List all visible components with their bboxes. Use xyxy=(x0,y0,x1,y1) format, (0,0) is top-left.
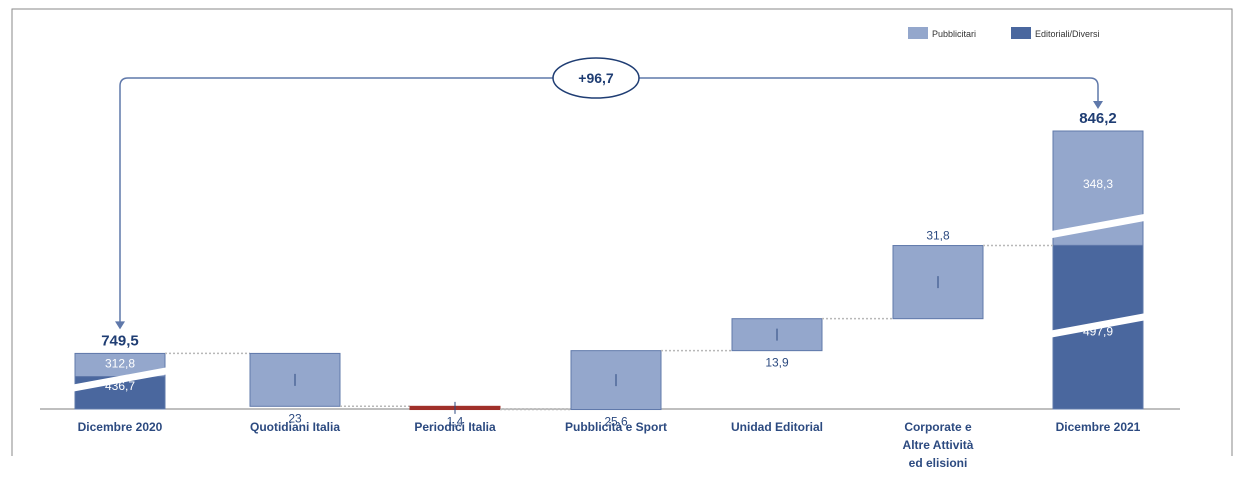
label-end-pubblicitari: 348,3 xyxy=(1083,177,1113,191)
axis-break-start-top xyxy=(70,366,170,392)
panel-border xyxy=(11,8,1233,456)
label-change-2: 1,4 xyxy=(447,415,464,429)
axis-break-end-bottom xyxy=(1048,312,1148,338)
label-start-pubblicitari: 312,8 xyxy=(105,356,135,370)
bridge-arrowhead-start xyxy=(115,321,125,330)
category-label-4-0: Unidad Editorial xyxy=(731,420,823,434)
category-label-5-2: ed elisioni xyxy=(909,456,968,470)
label-change-3: 25,6 xyxy=(604,415,628,429)
difference-bubble xyxy=(552,57,640,99)
label-start-total: 749,5 xyxy=(101,332,139,349)
category-label-2-0: Periodici Italia xyxy=(414,420,496,434)
category-label-0-0: Dicembre 2020 xyxy=(78,420,163,434)
difference-label: +96,7 xyxy=(578,70,614,86)
axis-break-end-top xyxy=(1048,213,1148,239)
category-label-6-0: Dicembre 2021 xyxy=(1056,420,1141,434)
bridge-arrowhead-end xyxy=(1093,101,1103,109)
legend-swatch-0 xyxy=(908,27,928,39)
label-change-1: 23 xyxy=(288,411,302,425)
category-label-1-0: Quotidiani Italia xyxy=(250,420,340,434)
category-label-5-1: Altre Attività xyxy=(903,438,974,452)
legend-label-1: Editoriali/Diversi xyxy=(1035,29,1100,39)
label-change-5: 31,8 xyxy=(926,229,950,243)
axis-break-start-bottom xyxy=(70,426,170,452)
category-label-5-0: Corporate e xyxy=(904,420,972,434)
label-change-4: 13,9 xyxy=(765,356,789,370)
legend-label-0: Pubblicitari xyxy=(932,29,976,39)
legend-swatch-1 xyxy=(1011,27,1031,39)
label-end-total: 846,2 xyxy=(1079,110,1117,127)
category-label-3-0: Pubblicità e Sport xyxy=(565,420,667,434)
